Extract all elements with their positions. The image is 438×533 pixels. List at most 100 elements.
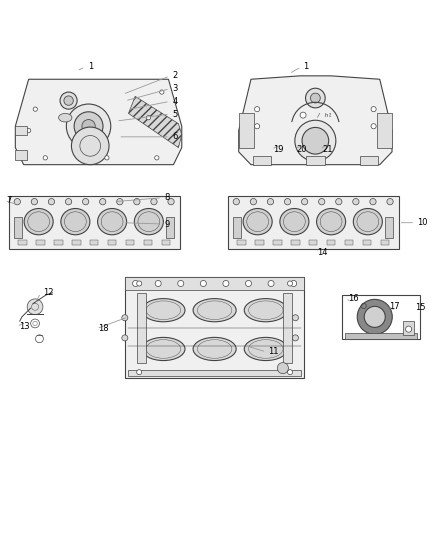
Bar <box>108 239 117 245</box>
Bar <box>327 239 336 245</box>
Circle shape <box>31 319 39 328</box>
Circle shape <box>43 156 47 160</box>
Bar <box>309 239 318 245</box>
Circle shape <box>99 198 106 205</box>
Bar <box>9 197 180 249</box>
Ellipse shape <box>59 114 72 122</box>
Ellipse shape <box>244 298 287 322</box>
Circle shape <box>293 335 298 341</box>
Circle shape <box>151 198 157 205</box>
Ellipse shape <box>317 208 346 235</box>
Ellipse shape <box>243 208 272 235</box>
Bar <box>14 217 22 238</box>
Bar <box>128 370 301 376</box>
Circle shape <box>233 198 240 205</box>
Circle shape <box>306 88 325 108</box>
Bar <box>255 239 264 245</box>
Bar <box>345 333 417 339</box>
Ellipse shape <box>193 298 236 322</box>
Circle shape <box>146 116 151 120</box>
Circle shape <box>64 96 73 106</box>
Bar <box>126 239 134 245</box>
Text: 21: 21 <box>322 144 332 154</box>
Circle shape <box>33 107 37 111</box>
Bar <box>252 156 271 165</box>
Circle shape <box>387 198 393 205</box>
Bar <box>233 217 241 238</box>
Circle shape <box>65 198 72 205</box>
Circle shape <box>318 198 325 205</box>
Circle shape <box>295 120 336 161</box>
Circle shape <box>155 280 161 287</box>
Circle shape <box>27 128 31 133</box>
Text: 15: 15 <box>415 303 425 312</box>
Circle shape <box>160 90 164 94</box>
Text: 19: 19 <box>273 144 284 154</box>
Bar <box>239 114 254 148</box>
Bar <box>162 239 170 245</box>
Circle shape <box>250 198 257 205</box>
Circle shape <box>311 93 320 103</box>
Circle shape <box>254 124 260 129</box>
Circle shape <box>223 280 229 287</box>
Bar <box>377 114 392 148</box>
Circle shape <box>105 156 109 160</box>
Ellipse shape <box>142 298 185 322</box>
Circle shape <box>14 198 21 205</box>
Circle shape <box>82 119 95 133</box>
Bar <box>54 239 63 245</box>
Ellipse shape <box>280 208 309 235</box>
Circle shape <box>287 281 293 286</box>
Circle shape <box>67 104 111 148</box>
Bar <box>403 321 414 335</box>
Circle shape <box>267 198 274 205</box>
Text: 8: 8 <box>164 193 170 202</box>
Bar <box>166 217 174 238</box>
Circle shape <box>300 112 306 118</box>
Bar <box>125 278 304 378</box>
Text: 5: 5 <box>172 110 177 118</box>
Circle shape <box>302 127 328 154</box>
Circle shape <box>117 198 123 205</box>
Circle shape <box>293 314 298 321</box>
Circle shape <box>74 112 103 141</box>
Ellipse shape <box>353 208 382 235</box>
Bar <box>283 293 292 363</box>
Circle shape <box>178 280 184 287</box>
Circle shape <box>406 326 412 332</box>
Circle shape <box>134 198 140 205</box>
Circle shape <box>27 299 43 314</box>
Circle shape <box>71 127 109 165</box>
Bar <box>90 239 99 245</box>
Bar <box>15 150 27 160</box>
Text: 3: 3 <box>172 84 177 93</box>
Circle shape <box>357 300 392 334</box>
Circle shape <box>200 280 206 287</box>
Bar <box>228 197 399 249</box>
Text: 13: 13 <box>19 322 29 331</box>
Polygon shape <box>239 76 392 165</box>
Polygon shape <box>15 79 182 165</box>
Circle shape <box>122 335 128 341</box>
Circle shape <box>254 107 260 112</box>
Bar <box>360 156 378 165</box>
Circle shape <box>31 198 38 205</box>
Circle shape <box>336 198 342 205</box>
Bar <box>18 239 27 245</box>
Circle shape <box>48 198 55 205</box>
Circle shape <box>155 156 159 160</box>
Ellipse shape <box>134 208 163 235</box>
Bar <box>363 239 371 245</box>
Bar <box>72 239 81 245</box>
Bar <box>15 126 27 135</box>
Circle shape <box>290 280 297 287</box>
Text: 6: 6 <box>172 132 177 141</box>
Ellipse shape <box>244 337 287 360</box>
Circle shape <box>364 306 385 327</box>
Text: 17: 17 <box>389 302 400 311</box>
Circle shape <box>370 198 376 205</box>
Circle shape <box>371 124 376 129</box>
Ellipse shape <box>193 337 236 360</box>
Circle shape <box>133 280 138 287</box>
Text: 10: 10 <box>417 218 428 227</box>
